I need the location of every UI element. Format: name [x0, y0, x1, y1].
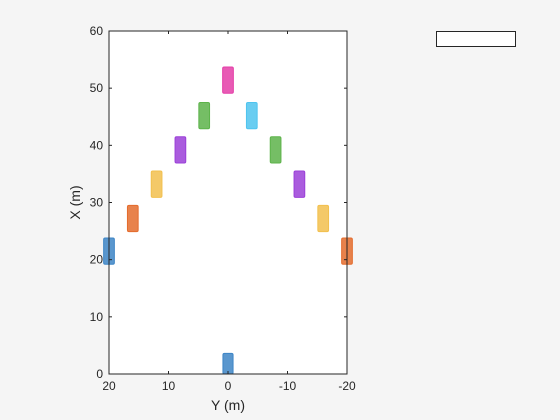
vehicle-marker-5 — [317, 204, 330, 233]
y-tick-label-7: 60 — [90, 24, 104, 38]
vehicle-marker-7 — [293, 170, 306, 198]
vehicle-marker-8 — [174, 136, 187, 164]
vehicle-marker-10 — [198, 101, 211, 130]
y-axis-label: X (m) — [67, 185, 83, 219]
x-axis-label: Y (m) — [211, 397, 245, 413]
y-tick-label-4: 30 — [90, 196, 104, 210]
x-tick-label-5: -20 — [338, 379, 356, 393]
axis-tick-labels: 20 10 0 -10 -20 0 10 20 30 40 50 60 — [90, 24, 356, 393]
vehicle-marker-11 — [245, 101, 258, 130]
x-tick-label-2: 10 — [162, 379, 176, 393]
y-tick-label-1: 0 — [96, 367, 103, 381]
vehicle-marker-1 — [222, 352, 234, 375]
x-tick-label-3: 0 — [225, 379, 232, 393]
vehicle-marker-6 — [150, 170, 163, 198]
y-tick-label-5: 40 — [90, 138, 104, 152]
legend — [436, 31, 516, 47]
y-tick-label-2: 10 — [90, 310, 104, 324]
vehicle-marker-12 — [222, 66, 234, 94]
axis-ticks — [108, 30, 348, 375]
vehicle-marker-4 — [126, 204, 139, 233]
y-tick-label-3: 20 — [90, 253, 104, 267]
x-tick-label-4: -10 — [279, 379, 297, 393]
vehicle-markers — [103, 66, 353, 375]
vehicle-marker-9 — [269, 136, 282, 164]
x-tick-label-1: 20 — [102, 379, 116, 393]
y-tick-label-6: 50 — [90, 81, 104, 95]
